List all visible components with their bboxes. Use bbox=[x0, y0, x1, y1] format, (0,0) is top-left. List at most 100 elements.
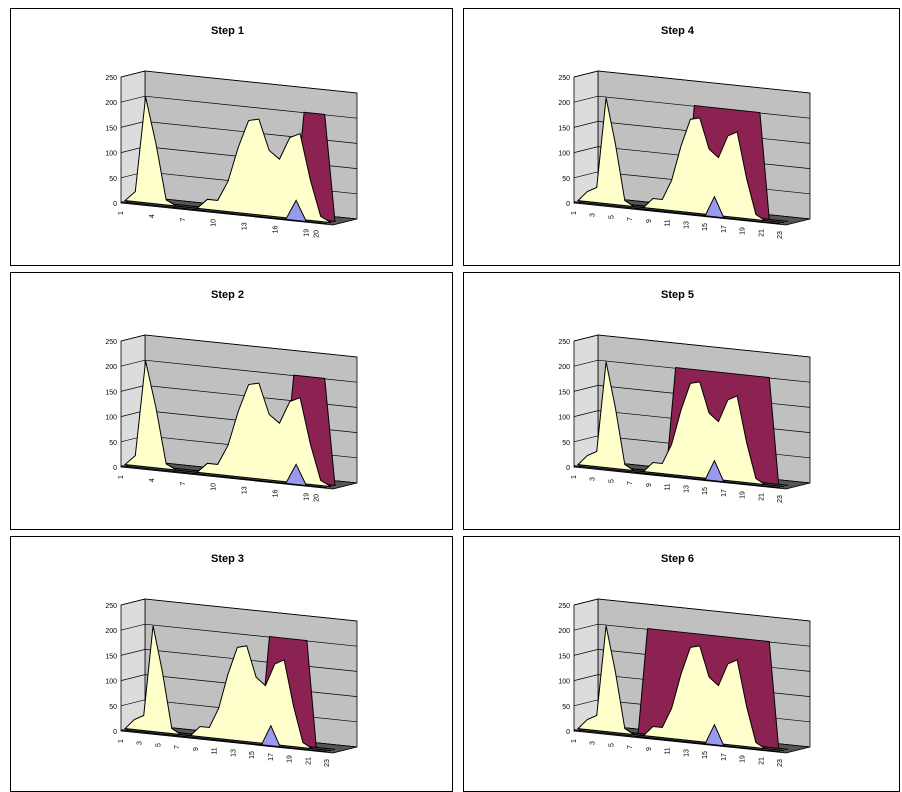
chart-panel-step-1: Step 1 0 50 100 150 200 250 1 4 7 10 13 16 19 20 bbox=[10, 8, 453, 266]
gridline bbox=[120, 334, 358, 358]
x-tick-label: 5 bbox=[608, 479, 615, 483]
side-wall bbox=[120, 598, 146, 732]
x-tick-label: 20 bbox=[314, 494, 321, 502]
x-tick-label: 21 bbox=[305, 757, 312, 765]
chart-title: Step 6 bbox=[661, 553, 694, 565]
x-tick-label: 16 bbox=[273, 226, 280, 234]
y-tick-label: 150 bbox=[558, 389, 570, 396]
chart-panel-step-2: Step 2 0 50 100 150 200 250 1 4 7 10 13 16 19 20 bbox=[10, 272, 453, 530]
window-area bbox=[123, 96, 332, 224]
chart-title: Step 3 bbox=[211, 553, 244, 565]
x-tick-label: 3 bbox=[590, 477, 597, 481]
y-tick-label: 250 bbox=[558, 339, 570, 346]
x-tick-label: 17 bbox=[721, 225, 728, 233]
chart-panel-step-3: Step 3 0 50 100 150 200 250 1 3 5 7 9 11 13 15 17 19 21 23 bbox=[10, 536, 453, 792]
y-tick-label: 100 bbox=[558, 415, 570, 422]
x-tick-label: 1 bbox=[571, 211, 578, 215]
y-tick-label: 100 bbox=[105, 415, 117, 422]
y-tick-label: 100 bbox=[105, 151, 117, 158]
x-tick-label: 19 bbox=[740, 227, 747, 235]
marker-area bbox=[120, 463, 328, 489]
x-tick-label: 19 bbox=[303, 493, 310, 501]
x-tick-label: 1 bbox=[118, 211, 125, 215]
gridline bbox=[573, 70, 811, 94]
side-wall bbox=[573, 598, 599, 732]
x-tick-label: 11 bbox=[665, 747, 672, 754]
y-tick-label: 0 bbox=[566, 201, 570, 208]
side-wall bbox=[573, 70, 599, 204]
x-tick-label: 11 bbox=[212, 747, 219, 754]
y-tick-label: 50 bbox=[562, 704, 570, 711]
x-tick-label: 5 bbox=[608, 215, 615, 219]
x-tick-label: 7 bbox=[627, 481, 634, 485]
x-tick-label: 5 bbox=[608, 743, 615, 747]
x-tick-label: 23 bbox=[777, 231, 784, 239]
y-tick-label: 200 bbox=[105, 364, 117, 371]
x-tick-label: 5 bbox=[155, 743, 162, 747]
chart-title: Step 5 bbox=[661, 289, 694, 301]
marker-area bbox=[573, 195, 781, 225]
y-tick-label: 200 bbox=[558, 364, 570, 371]
x-tick-label: 7 bbox=[180, 218, 187, 222]
gridline bbox=[120, 359, 358, 383]
x-tick-label: 4 bbox=[149, 214, 156, 218]
x-tick-label: 3 bbox=[137, 741, 144, 745]
y-tick-label: 200 bbox=[558, 628, 570, 635]
x-tick-label: 1 bbox=[571, 475, 578, 479]
y-tick-label: 0 bbox=[113, 465, 117, 472]
y-tick-label: 150 bbox=[105, 125, 117, 132]
x-tick-label: 1 bbox=[571, 739, 578, 743]
y-tick-label: 100 bbox=[105, 679, 117, 686]
x-tick-label: 11 bbox=[665, 219, 672, 226]
y-tick-label: 100 bbox=[558, 679, 570, 686]
gridline bbox=[573, 598, 811, 622]
x-tick-label: 20 bbox=[314, 230, 321, 238]
side-wall bbox=[573, 334, 599, 468]
x-tick-label: 9 bbox=[646, 483, 653, 487]
y-tick-label: 150 bbox=[105, 653, 117, 660]
x-tick-label: 7 bbox=[174, 745, 181, 749]
x-tick-label: 19 bbox=[740, 755, 747, 763]
x-tick-label: 7 bbox=[627, 217, 634, 221]
x-tick-label: 17 bbox=[268, 753, 275, 761]
x-tick-label: 17 bbox=[721, 753, 728, 761]
x-tick-label: 15 bbox=[702, 223, 709, 231]
y-tick-label: 200 bbox=[105, 100, 117, 107]
window-area bbox=[576, 97, 785, 224]
y-tick-label: 150 bbox=[558, 125, 570, 132]
x-tick-label: 3 bbox=[590, 213, 597, 217]
y-tick-label: 0 bbox=[113, 729, 117, 736]
x-tick-label: 1 bbox=[118, 475, 125, 479]
x-tick-label: 9 bbox=[646, 219, 653, 223]
chart-svg: Step 2 0 50 100 150 200 250 1 4 7 10 13 16 19 20 bbox=[105, 289, 358, 502]
x-tick-label: 9 bbox=[193, 747, 200, 751]
y-tick-label: 0 bbox=[566, 465, 570, 472]
x-tick-label: 19 bbox=[303, 229, 310, 237]
x-tick-label: 9 bbox=[646, 747, 653, 751]
x-tick-label: 13 bbox=[683, 221, 690, 229]
x-tick-label: 11 bbox=[665, 483, 672, 490]
y-tick-label: 250 bbox=[105, 75, 117, 82]
x-tick-label: 23 bbox=[324, 759, 331, 767]
window-area bbox=[576, 361, 785, 488]
chart-panel-step-5: Step 5 0 50 100 150 200 250 1 3 5 7 9 11 13 15 17 19 21 23 bbox=[463, 272, 900, 530]
gridline bbox=[120, 95, 358, 119]
marker-area bbox=[120, 724, 328, 753]
x-tick-label: 21 bbox=[758, 229, 765, 237]
marker-area bbox=[573, 459, 781, 489]
x-tick-label: 19 bbox=[740, 491, 747, 499]
x-tick-label: 15 bbox=[702, 751, 709, 759]
y-tick-label: 50 bbox=[562, 440, 570, 447]
x-tick-label: 13 bbox=[242, 222, 249, 230]
x-tick-label: 7 bbox=[180, 482, 187, 486]
chart-title: Step 4 bbox=[661, 25, 695, 37]
x-tick-label: 23 bbox=[777, 759, 784, 767]
x-tick-label: 15 bbox=[702, 487, 709, 495]
y-tick-label: 50 bbox=[109, 704, 117, 711]
gridline bbox=[120, 70, 358, 94]
x-tick-label: 7 bbox=[627, 745, 634, 749]
x-tick-label: 13 bbox=[683, 485, 690, 493]
window-area bbox=[123, 625, 332, 752]
